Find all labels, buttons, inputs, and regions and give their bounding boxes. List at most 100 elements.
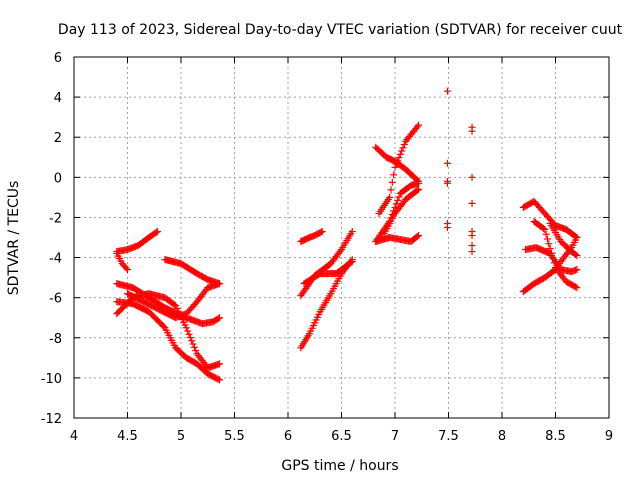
data-point-track-13 <box>395 154 403 162</box>
y-tick-label: -2 <box>49 211 62 226</box>
x-axis-label: GPS time / hours <box>281 458 398 474</box>
data-point-track-3 <box>189 340 197 348</box>
x-tick-label: 6 <box>284 429 292 444</box>
data-point-track-13 <box>387 186 395 194</box>
data-point-track-13 <box>392 160 400 168</box>
data-point-track-5 <box>122 264 130 272</box>
data-point-sparse-a <box>443 159 451 167</box>
data-point-track-13 <box>394 157 402 165</box>
data-point-track-9 <box>348 227 356 235</box>
y-tick-label: -10 <box>41 372 62 387</box>
data-point-track-20 <box>539 224 547 232</box>
data-point-track-13 <box>391 163 399 171</box>
data-point-sparse-a <box>443 179 451 187</box>
data-point-track-20 <box>550 259 558 267</box>
data-point-sparse-a <box>443 87 451 95</box>
data-point-track-20 <box>542 230 550 238</box>
y-tick-label: 0 <box>54 171 62 186</box>
data-point-track-1 <box>216 314 224 322</box>
data-point-track-4 <box>153 227 161 235</box>
data-point-track-13 <box>398 147 406 155</box>
x-tick-label: 8 <box>498 429 506 444</box>
data-point-track-15 <box>413 232 421 240</box>
data-point-track-20 <box>543 235 551 243</box>
y-tick-label: -6 <box>49 292 62 307</box>
data-point-track-10 <box>348 258 356 266</box>
data-point-track-4 <box>152 228 160 236</box>
data-point-track-3 <box>190 343 198 351</box>
data-point-sparse-b <box>468 173 476 181</box>
axis-ticks: 4 4.5 5 5.5 6 6.5 7 7.5 8 8.5 9 -12 -10 -8 -6 -4 -2 0 2 4 6 <box>41 51 613 444</box>
x-tick-label: 7 <box>391 429 399 444</box>
data-point-track-3 <box>170 301 178 309</box>
data-point-track-3 <box>216 360 224 368</box>
data-point-track-13 <box>415 121 423 129</box>
data-point-track-20 <box>549 254 557 262</box>
data-point-track-13 <box>396 150 404 158</box>
y-tick-label: 6 <box>54 51 62 66</box>
data-point-track-2 <box>216 376 224 384</box>
data-point-track-13 <box>386 193 394 201</box>
data-point-sparse-b <box>468 242 476 250</box>
data-point-track-13 <box>400 140 408 148</box>
x-tick-label: 4.5 <box>117 429 138 444</box>
data-point-track-3 <box>182 324 190 332</box>
data-point-track-2 <box>214 375 222 383</box>
data-point-track-3 <box>184 327 192 335</box>
data-point-track-19 <box>573 266 581 274</box>
data-point-sparse-b <box>468 248 476 256</box>
data-point-track-5 <box>124 266 131 274</box>
data-point-track-1 <box>214 315 222 323</box>
data-point-sparse-b <box>468 127 476 135</box>
data-point-track-13 <box>390 171 398 179</box>
x-tick-label: 6.5 <box>331 429 352 444</box>
data-point-track-20 <box>545 240 553 248</box>
data-point-track-3 <box>186 334 194 342</box>
data-point-track-20 <box>546 245 554 253</box>
data-point-track-11 <box>318 227 326 235</box>
data-point-track-2 <box>160 322 168 330</box>
chart-title: Day 113 of 2023, Sidereal Day-to-day VTE… <box>58 22 623 38</box>
data-points <box>113 87 581 384</box>
data-point-sparse-a <box>443 223 451 231</box>
y-tick-label: -12 <box>41 412 62 427</box>
data-point-track-14 <box>394 196 402 204</box>
x-tick-label: 5.5 <box>224 429 245 444</box>
data-point-track-20 <box>572 283 580 291</box>
data-point-track-11 <box>317 228 325 236</box>
data-point-track-13 <box>399 144 407 152</box>
data-point-track-21 <box>573 252 581 260</box>
x-tick-label: 7.5 <box>438 429 459 444</box>
y-tick-label: 2 <box>54 131 62 146</box>
data-point-track-14 <box>392 200 400 208</box>
data-point-track-10 <box>347 259 355 267</box>
plot-frame <box>73 56 610 419</box>
y-tick-label: 4 <box>54 91 62 106</box>
data-point-track-13 <box>388 178 396 186</box>
data-point-track-7 <box>216 280 224 288</box>
x-tick-label: 8.5 <box>545 429 566 444</box>
data-point-track-18 <box>573 234 581 241</box>
data-point-track-14 <box>395 193 403 201</box>
data-point-track-21 <box>572 251 580 259</box>
data-point-sparse-b <box>468 199 476 207</box>
data-point-track-20 <box>573 284 581 292</box>
data-point-track-3 <box>188 337 196 345</box>
y-tick-label: -4 <box>49 252 62 267</box>
x-tick-label: 5 <box>177 429 185 444</box>
data-point-track-13 <box>413 123 421 131</box>
data-point-track-20 <box>547 249 555 257</box>
data-point-track-20 <box>541 225 549 233</box>
data-point-sparse-b <box>468 231 476 239</box>
data-point-track-14 <box>415 179 423 187</box>
data-point-track-16 <box>415 185 423 193</box>
y-tick-label: -8 <box>49 332 62 347</box>
data-point-track-16 <box>413 186 421 194</box>
x-tick-label: 4 <box>70 429 78 444</box>
y-axis-label: SDTVAR / TECUs <box>6 181 22 296</box>
data-point-track-15 <box>415 231 423 239</box>
data-point-track-3 <box>185 330 193 338</box>
data-point-track-3 <box>192 347 200 355</box>
